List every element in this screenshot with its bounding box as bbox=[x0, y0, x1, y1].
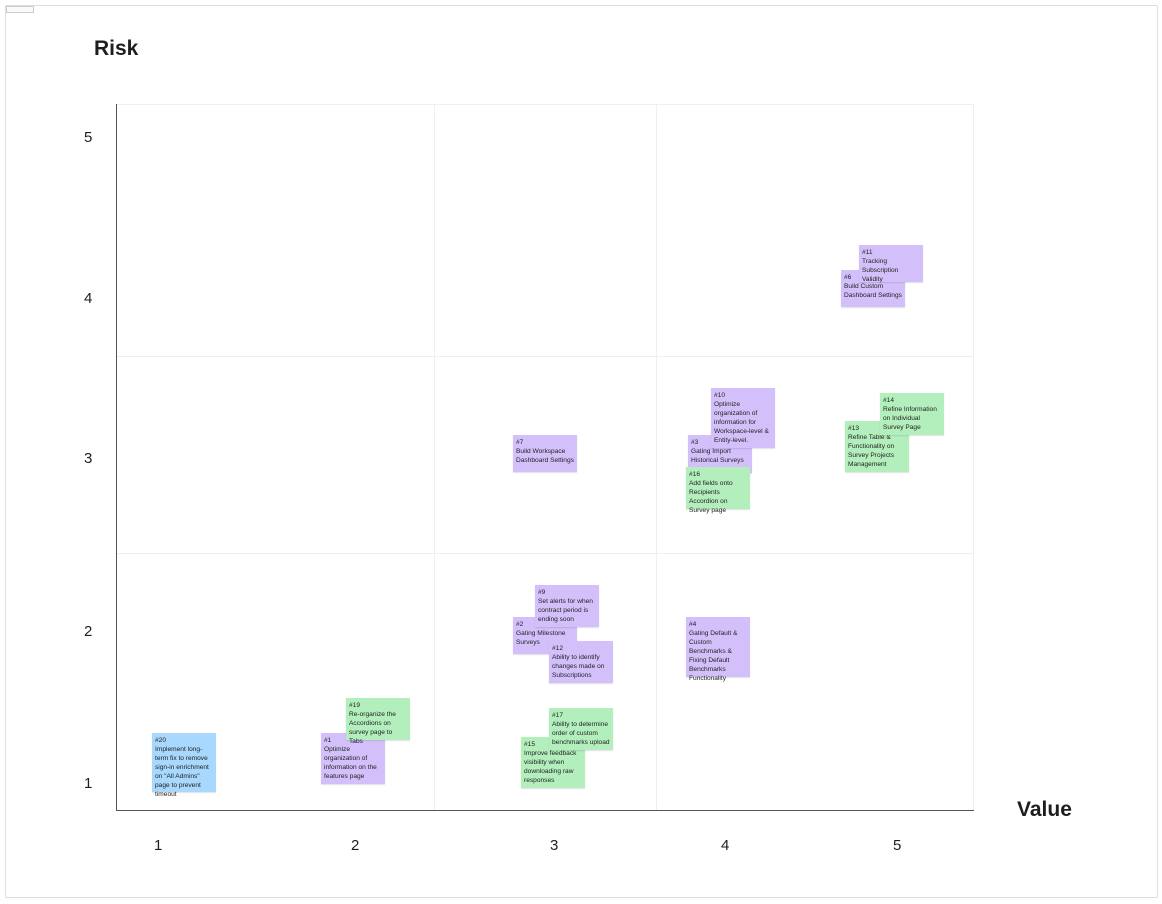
sticky-note-id: #7 bbox=[516, 439, 524, 446]
sticky-note[interactable]: #9 Set alerts for when contract period is… bbox=[535, 585, 599, 627]
sticky-note-id: #3 bbox=[691, 439, 699, 446]
sticky-note-id: #10 bbox=[714, 392, 726, 399]
sticky-note[interactable]: #16 Add fields onto Recipients Accordion … bbox=[686, 467, 750, 514]
y-axis-title: Risk bbox=[94, 37, 139, 60]
y-tick: 3 bbox=[84, 450, 93, 467]
sticky-note[interactable]: #14 Refine Information on Individual Surv… bbox=[880, 393, 944, 435]
sticky-note-id: #1 bbox=[324, 737, 332, 744]
grid-cell bbox=[656, 104, 974, 357]
sticky-note[interactable]: #7 Build Workspace Dashboard Settings bbox=[513, 435, 577, 472]
sticky-note[interactable]: #20 Implement long-term fix to remove sig… bbox=[152, 733, 216, 798]
x-tick: 2 bbox=[351, 837, 360, 854]
sticky-note-text: Set alerts for when contract period is e… bbox=[538, 598, 593, 623]
sticky-note-text: Refine Table & Functionality on Survey P… bbox=[848, 434, 895, 468]
sticky-note-text: Improve feedback visibility when downloa… bbox=[524, 750, 577, 784]
grid-cell bbox=[116, 104, 435, 357]
sticky-note-text: Build Workspace Dashboard Settings bbox=[516, 448, 574, 464]
sticky-note-id: #9 bbox=[538, 589, 546, 596]
y-axis-line bbox=[116, 104, 117, 811]
sticky-note-text: Gating Import Historical Surveys bbox=[691, 448, 744, 464]
sticky-note-text: Implement long-term fix to remove sign-i… bbox=[155, 746, 209, 798]
sticky-note-text: Re-organize the Accordions on survey pag… bbox=[349, 711, 396, 745]
sticky-note-id: #16 bbox=[689, 471, 701, 478]
sticky-note-text: Gating Default & Custom Benchmarks & Fix… bbox=[689, 630, 738, 682]
sticky-note-id: #6 bbox=[844, 274, 852, 281]
x-axis-line bbox=[116, 810, 974, 811]
sticky-note-text: Build Custom Dashboard Settings bbox=[844, 283, 902, 299]
sticky-note-id: #15 bbox=[524, 741, 536, 748]
y-tick: 5 bbox=[84, 129, 93, 146]
sticky-note[interactable]: #10 Optimize organization of information … bbox=[711, 388, 775, 448]
x-axis-title: Value bbox=[1017, 798, 1072, 821]
y-tick: 1 bbox=[84, 775, 93, 792]
sticky-note[interactable]: #11 Tracking Subscription Validity bbox=[859, 245, 923, 283]
sticky-note-id: #12 bbox=[552, 645, 564, 652]
y-tick: 4 bbox=[84, 290, 93, 307]
x-tick: 3 bbox=[550, 837, 559, 854]
sticky-note[interactable]: #17 Ability to determine order of custom … bbox=[549, 708, 613, 750]
sticky-note-text: Tracking Subscription Validity bbox=[862, 258, 899, 283]
sticky-note-id: #11 bbox=[862, 249, 873, 256]
sticky-note[interactable]: #4 Gating Default & Custom Benchmarks & F… bbox=[686, 617, 750, 682]
sticky-note-id: #13 bbox=[848, 425, 860, 432]
x-tick: 4 bbox=[721, 837, 730, 854]
sticky-note-text: Optimize organization of information on … bbox=[324, 746, 377, 780]
sticky-note[interactable]: #19 Re-organize the Accordions on survey … bbox=[346, 698, 410, 745]
sticky-note[interactable]: #1 Optimize organization of information o… bbox=[321, 733, 385, 784]
sticky-note-text: Optimize organization of information for… bbox=[714, 401, 769, 444]
sticky-note[interactable]: #12 Ability to identify changes made on S… bbox=[549, 641, 613, 683]
board-frame bbox=[5, 5, 1158, 898]
sticky-note-id: #19 bbox=[349, 702, 361, 709]
sticky-note-id: #20 bbox=[155, 737, 167, 744]
sticky-note-text: Refine Information on Individual Survey … bbox=[883, 406, 937, 431]
frame-label-tab[interactable] bbox=[6, 6, 34, 13]
x-tick: 5 bbox=[893, 837, 902, 854]
grid-cell bbox=[116, 356, 435, 554]
sticky-note-text: Ability to identify changes made on Subs… bbox=[552, 654, 605, 679]
sticky-note-id: #17 bbox=[552, 712, 564, 719]
sticky-note-text: Ability to determine order of custom ben… bbox=[552, 721, 610, 746]
x-tick: 1 bbox=[154, 837, 163, 854]
sticky-note-id: #2 bbox=[516, 621, 524, 628]
grid-cell bbox=[434, 104, 657, 357]
sticky-note-text: Add fields onto Recipients Accordion on … bbox=[689, 480, 733, 514]
sticky-note-id: #4 bbox=[689, 621, 697, 628]
y-tick: 2 bbox=[84, 623, 93, 640]
sticky-note-id: #14 bbox=[883, 397, 895, 404]
sticky-note-text: Gating Milestone Surveys bbox=[516, 630, 566, 646]
